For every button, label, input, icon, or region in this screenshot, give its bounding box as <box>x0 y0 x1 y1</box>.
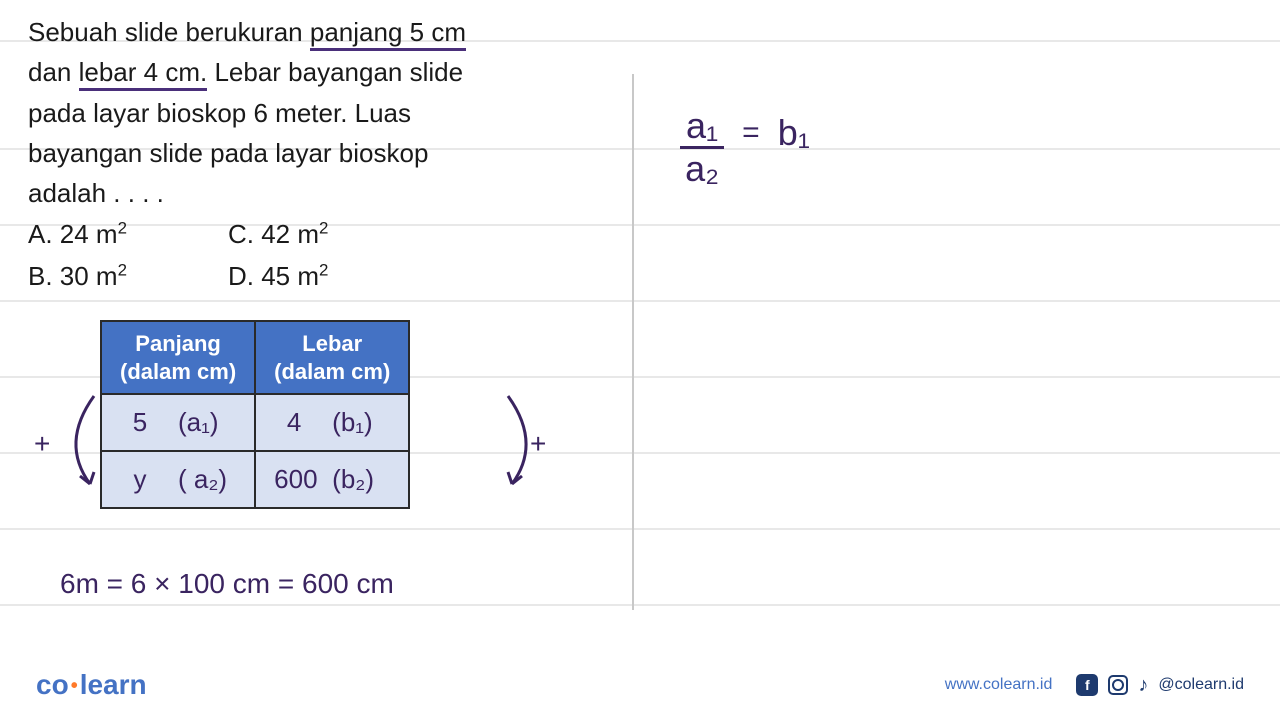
q-line4: bayangan slide pada layar bioskop <box>28 138 428 168</box>
ratio-numerator: a₁ <box>680 108 724 149</box>
ratio-rhs: b₁ <box>778 112 810 154</box>
facebook-icon: f <box>1076 674 1098 696</box>
option-a: A. 24 m2 <box>28 214 228 256</box>
curved-arrow-left-icon <box>52 388 102 498</box>
colearn-logo: co•learn <box>36 669 147 701</box>
question-text: Sebuah slide berukuran panjang 5 cm dan … <box>28 12 588 213</box>
vertical-divider <box>632 74 634 610</box>
answer-options: A. 24 m2 C. 42 m2 B. 30 m2 D. 45 m2 <box>28 214 428 297</box>
option-d: D. 45 m2 <box>228 256 428 298</box>
table-cell-r1c2: 4(b₁) <box>255 394 409 451</box>
ratio-fraction: a₁ a₂ <box>680 108 724 187</box>
table-header-lebar: Lebar(dalam cm) <box>255 321 409 394</box>
q-line2-pre: dan <box>28 57 79 87</box>
plus-left: + <box>34 428 50 460</box>
unit-conversion-note: 6m = 6 × 100 cm = 600 cm <box>60 568 394 600</box>
social-links: f ♪ @colearn.id <box>1076 674 1244 697</box>
ratio-equals: = <box>742 116 760 150</box>
table-cell-r2c2: 600(b₂) <box>255 451 409 508</box>
logo-dot: • <box>69 675 80 697</box>
footer-bar: co•learn www.colearn.id f ♪ @colearn.id <box>0 650 1280 720</box>
ratio-equation: a₁ a₂ = b₁ <box>680 108 810 187</box>
option-c: C. 42 m2 <box>228 214 428 256</box>
ratio-denominator: a₂ <box>685 149 719 187</box>
option-b: B. 30 m2 <box>28 256 228 298</box>
q-line3: pada layar bioskop 6 meter. Luas <box>28 98 411 128</box>
table-header-panjang: Panjang(dalam cm) <box>101 321 255 394</box>
proportion-table: Panjang(dalam cm) Lebar(dalam cm) 5(a₁) … <box>100 320 410 509</box>
table-cell-r1c1: 5(a₁) <box>101 394 255 451</box>
table-cell-r2c1: y( a₂) <box>101 451 255 508</box>
website-url: www.colearn.id <box>945 676 1053 694</box>
plus-right: + <box>530 428 546 460</box>
q-line2-post: Lebar bayangan slide <box>207 57 463 87</box>
logo-learn: learn <box>80 669 147 700</box>
instagram-icon <box>1108 675 1128 695</box>
q-line1-underline: panjang 5 cm <box>310 17 466 51</box>
q-line5: adalah . . . . <box>28 178 164 208</box>
logo-co: co <box>36 669 69 700</box>
tiktok-icon: ♪ <box>1138 674 1148 697</box>
q-line1-pre: Sebuah slide berukuran <box>28 17 310 47</box>
social-handle: @colearn.id <box>1158 676 1244 694</box>
q-line2-underline: lebar 4 cm. <box>79 57 208 91</box>
